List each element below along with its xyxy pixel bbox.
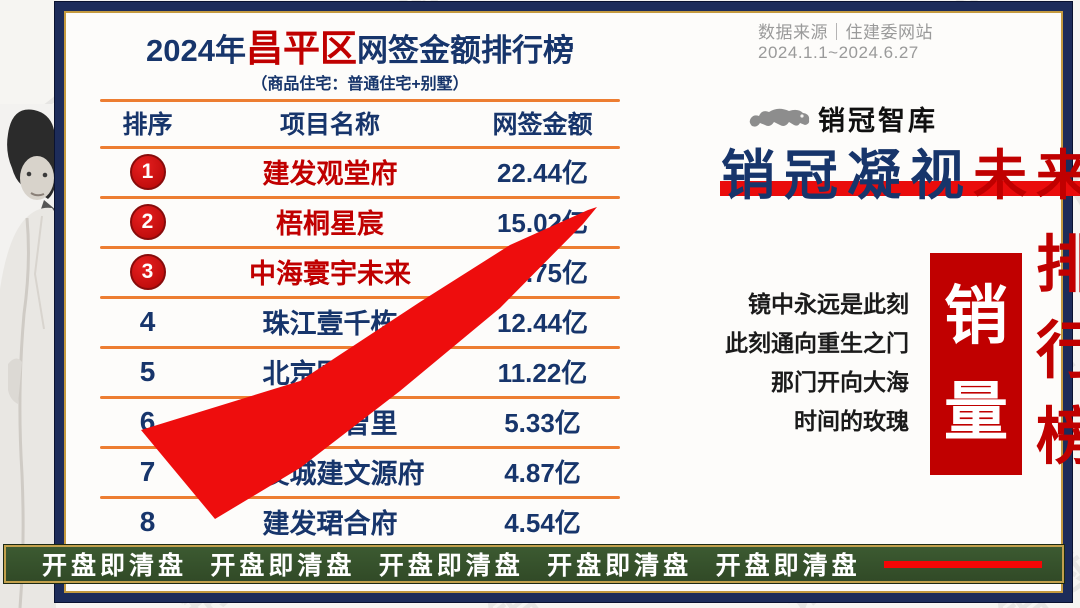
data-source-note: 数据来源｜住建委网站 2024.1.1~2024.6.27 bbox=[758, 23, 933, 62]
poem-line: 那门开向大海 bbox=[771, 369, 909, 395]
table-row: 5 北京国贤府 11.22亿 bbox=[100, 349, 620, 394]
rank-number: 7 bbox=[139, 455, 156, 487]
brand-logo-text: 销冠智库 bbox=[818, 106, 938, 136]
project-name: 中海寰宇未来 bbox=[249, 259, 411, 289]
poem: 镜中永远是此刻 此刻通向重生之门 那门开向大海 时间的玫瑰 bbox=[683, 285, 909, 441]
signed-amount: 12.44亿 bbox=[496, 308, 589, 338]
sales-volume-box: 销 量 bbox=[930, 253, 1022, 475]
signed-amount: 4.87亿 bbox=[504, 458, 581, 488]
header-rank: 排序 bbox=[122, 111, 173, 139]
slogan-text: 开盘即清盘 bbox=[378, 553, 524, 580]
rank-number: 8 bbox=[139, 505, 156, 537]
table-subtitle: （商品住宅：普通住宅+别墅） bbox=[251, 76, 469, 93]
ranking-char: 行 bbox=[1035, 317, 1080, 386]
title-highlight: 昌平区 bbox=[245, 28, 357, 69]
sales-box-char: 销 bbox=[944, 280, 1008, 353]
ranking-vertical-text: 排 行 榜 bbox=[1028, 235, 1080, 469]
signed-amount: 13.75亿 bbox=[496, 258, 589, 288]
divider bbox=[100, 196, 620, 199]
bottom-slogan-bar: 开盘即清盘 开盘即清盘 开盘即清盘 开盘即清盘 开盘即清盘 bbox=[4, 545, 1064, 583]
signed-amount: 15.02亿 bbox=[496, 208, 589, 238]
table-row: 6 中海汇智里 5.33亿 bbox=[100, 399, 620, 444]
jaguar-logo-icon bbox=[749, 108, 810, 127]
rank-badge: 1 bbox=[129, 153, 166, 190]
rank-number: 6 bbox=[139, 405, 156, 437]
headline-underline bbox=[720, 181, 1080, 196]
project-name: 建发城建文源府 bbox=[235, 459, 425, 489]
rank-number: 5 bbox=[139, 355, 156, 387]
divider bbox=[100, 99, 620, 102]
slogan-text: 开盘即清盘 bbox=[42, 553, 188, 580]
table-row: 2 梧桐星宸 15.02亿 bbox=[100, 199, 620, 244]
rank-badge: 3 bbox=[129, 253, 166, 290]
slogan-text: 开盘即清盘 bbox=[210, 553, 356, 580]
headline-main: 销冠凝视 bbox=[721, 146, 973, 206]
divider bbox=[100, 146, 620, 149]
slogan-text: 开盘即清盘 bbox=[715, 553, 861, 580]
poem-line: 此刻通向重生之门 bbox=[725, 330, 909, 356]
project-name: 中海汇智里 bbox=[262, 409, 398, 439]
title-prefix: 2024年 bbox=[146, 33, 246, 68]
sales-box-char: 量 bbox=[944, 375, 1008, 448]
headline-accent: 未来 bbox=[973, 146, 1080, 206]
table-title: 2024年昌平区网签金额排行榜 bbox=[100, 27, 620, 73]
signed-amount: 5.33亿 bbox=[504, 408, 581, 438]
table-row: 3 中海寰宇未来 13.75亿 bbox=[100, 249, 620, 294]
headline: 销冠凝视未来 bbox=[721, 131, 1080, 210]
ranking-char: 排 bbox=[1035, 231, 1080, 300]
ranking-char: 榜 bbox=[1035, 403, 1080, 472]
table-row: 8 建发珺合府 4.54亿 bbox=[100, 499, 620, 544]
poem-line: 时间的玫瑰 bbox=[794, 408, 909, 434]
project-name: 北京国贤府 bbox=[262, 359, 398, 389]
signed-amount: 11.22亿 bbox=[497, 358, 588, 388]
person-photo bbox=[0, 104, 57, 608]
table-row: 7 建发城建文源府 4.87亿 bbox=[100, 449, 620, 494]
red-line-decoration bbox=[883, 560, 1042, 568]
title-suffix: 网签金额排行榜 bbox=[356, 33, 574, 68]
signed-amount: 4.54亿 bbox=[504, 508, 581, 538]
rank-badge: 2 bbox=[129, 203, 166, 240]
project-name: 建发珺合府 bbox=[262, 509, 398, 539]
project-name: 梧桐星宸 bbox=[276, 209, 384, 239]
table-header-row: 排序 项目名称 网签金额 bbox=[100, 102, 620, 144]
signed-amount: 22.44亿 bbox=[496, 158, 589, 188]
poem-line: 镜中永远是此刻 bbox=[748, 291, 909, 317]
ranking-table-panel: 2024年昌平区网签金额排行榜 （商品住宅：普通住宅+别墅） 排序 项目名称 网… bbox=[100, 27, 620, 549]
table-row: 1 建发观堂府 22.44亿 bbox=[100, 149, 620, 194]
slogan-text: 开盘即清盘 bbox=[547, 553, 693, 580]
table-row: 4 珠江壹千栋 12.44亿 bbox=[100, 299, 620, 344]
header-amount: 网签金额 bbox=[492, 111, 593, 139]
project-name: 珠江壹千栋 bbox=[262, 309, 398, 339]
card-frame: 数据来源｜住建委网站 2024.1.1~2024.6.27 2024年昌平区网签… bbox=[55, 2, 1080, 602]
header-name: 项目名称 bbox=[279, 111, 380, 139]
brand-row: 销冠智库 bbox=[748, 99, 938, 138]
project-name: 建发观堂府 bbox=[262, 159, 398, 189]
rank-number: 4 bbox=[139, 305, 156, 337]
